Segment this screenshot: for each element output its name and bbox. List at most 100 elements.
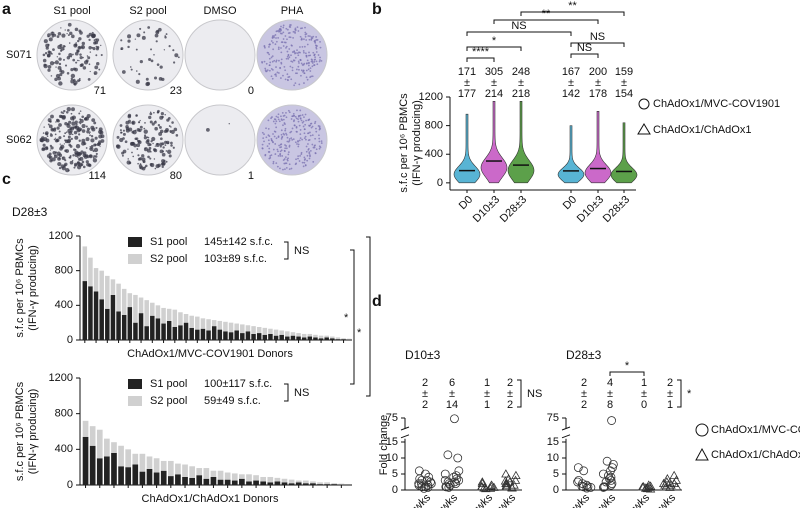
- spot: [310, 39, 313, 41]
- spot: [136, 33, 141, 38]
- spot: [54, 137, 57, 139]
- bar: [234, 323, 239, 331]
- sd-label: 177: [458, 88, 476, 100]
- bar: [153, 472, 160, 485]
- spot: [228, 123, 230, 125]
- spot: [294, 27, 297, 30]
- spot: [267, 119, 270, 122]
- spot: [318, 126, 321, 129]
- spot: [290, 54, 292, 57]
- spot: [318, 147, 321, 150]
- point: [503, 473, 514, 483]
- spot: [289, 24, 291, 26]
- spot: [285, 27, 288, 30]
- spot: [134, 38, 137, 40]
- spot: [56, 56, 59, 58]
- spot: [75, 144, 81, 149]
- spot: [71, 121, 76, 126]
- bar: [274, 481, 281, 485]
- spot: [86, 130, 90, 134]
- spot: [318, 60, 321, 63]
- bar: [240, 333, 245, 340]
- plus-minus: ±: [581, 388, 587, 400]
- spot: [64, 121, 68, 126]
- spot: [304, 33, 307, 36]
- spot: [83, 152, 85, 154]
- point: [599, 483, 608, 492]
- spot: [285, 162, 288, 165]
- spot: [122, 129, 125, 132]
- significance-bracket: [366, 236, 371, 397]
- spot: [314, 152, 317, 154]
- spot: [268, 57, 271, 60]
- spot: [294, 56, 297, 59]
- spot: [310, 126, 313, 129]
- spot-count: 71: [94, 85, 106, 97]
- spot: [64, 139, 66, 141]
- spot: [312, 51, 315, 54]
- spot: [270, 139, 273, 142]
- spot: [287, 109, 290, 112]
- y-tick-label: 400: [425, 148, 443, 160]
- spot: [70, 137, 73, 141]
- spot: [313, 54, 316, 56]
- bar: [335, 337, 341, 340]
- bar: [295, 482, 302, 485]
- spot: [74, 120, 78, 124]
- spot: [159, 145, 162, 148]
- significance-bracket: [350, 249, 355, 385]
- spot: [295, 158, 297, 161]
- spot: [157, 111, 160, 114]
- spot: [139, 125, 143, 129]
- plus-minus: ±: [449, 388, 455, 400]
- spot: [119, 129, 122, 132]
- spot: [66, 123, 71, 128]
- spot: [90, 125, 95, 130]
- spot: [58, 57, 62, 61]
- spot: [54, 151, 58, 154]
- x-tick-label: 4-6 wks: [460, 491, 496, 508]
- spot: [78, 46, 81, 49]
- y-tick-label: 800: [55, 265, 73, 277]
- significance-bracket: [493, 19, 599, 24]
- spot: [42, 132, 45, 134]
- spot: [139, 163, 142, 165]
- spot: [127, 113, 132, 118]
- spot: [145, 77, 149, 81]
- spot: [301, 138, 304, 141]
- significance-bracket: [520, 11, 625, 16]
- violin: [584, 111, 612, 184]
- spot: [81, 46, 84, 49]
- spot: [145, 164, 148, 168]
- spot: [301, 114, 304, 116]
- bar: [178, 325, 183, 340]
- spot: [141, 167, 146, 171]
- spot: [54, 154, 56, 157]
- spot: [150, 59, 154, 63]
- spot: [298, 124, 301, 127]
- spot: [288, 145, 291, 148]
- spot: [53, 61, 56, 64]
- spot: [308, 35, 311, 38]
- spot: [100, 44, 102, 47]
- spot: [294, 141, 297, 144]
- spot: [77, 156, 79, 159]
- spot: [55, 73, 60, 79]
- spot: [55, 121, 57, 123]
- bar: [111, 442, 117, 453]
- spot: [100, 134, 105, 139]
- spot: [138, 164, 143, 168]
- spot: [53, 138, 56, 141]
- spot: [141, 128, 143, 131]
- spot: [295, 126, 298, 129]
- mean-label: 248: [512, 66, 530, 78]
- spot: [272, 133, 274, 135]
- spot: [135, 137, 139, 141]
- plus-minus: ±: [464, 77, 470, 89]
- spot: [121, 151, 125, 155]
- point: [450, 477, 459, 487]
- bar: [253, 480, 259, 485]
- spot: [299, 129, 302, 131]
- spot: [288, 168, 291, 171]
- point: [486, 481, 496, 490]
